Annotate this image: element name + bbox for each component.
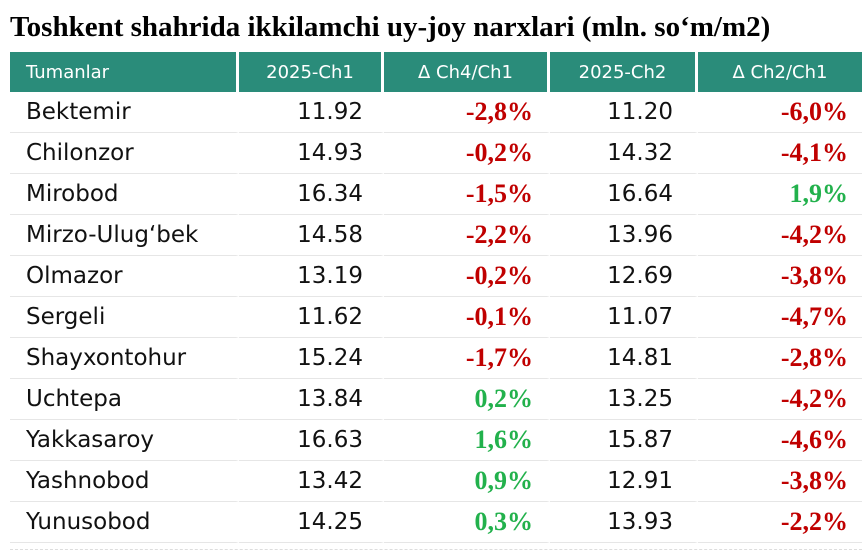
delta-ch2-ch1-cell: 1,9% (698, 174, 862, 215)
price-ch1-cell: 14.25 (239, 502, 384, 543)
delta-ch2-ch1-cell: -4,7% (698, 297, 862, 338)
price-ch2-cell: 12.91 (550, 461, 698, 502)
delta-ch4-ch1-cell: 0,3% (384, 502, 550, 543)
delta-ch4-ch1-cell: -2,8% (384, 92, 550, 133)
price-ch1-cell: 16.63 (239, 420, 384, 461)
price-ch2-cell: 12.69 (550, 256, 698, 297)
district-cell: Yakkasaroy (10, 420, 239, 461)
price-ch2-cell: 13.96 (550, 215, 698, 256)
price-ch1-cell: 11.62 (239, 297, 384, 338)
delta-ch4-ch1-cell: 1,6% (384, 420, 550, 461)
price-table: Tumanlar 2025-Ch1 Δ Ch4/Ch1 2025-Ch2 Δ C… (10, 52, 862, 543)
table-row: Mirobod 16.34 -1,5% 16.64 1,9% (10, 174, 862, 215)
delta-ch2-ch1-cell: -2,8% (698, 338, 862, 379)
price-ch2-cell: 11.07 (550, 297, 698, 338)
district-cell: Mirzo-Ulug‘bek (10, 215, 239, 256)
table-row: Uchtepa 13.84 0,2% 13.25 -4,2% (10, 379, 862, 420)
price-ch2-cell: 14.32 (550, 133, 698, 174)
table-row: Shayxontohur 15.24 -1,7% 14.81 -2,8% (10, 338, 862, 379)
price-ch1-cell: 13.19 (239, 256, 384, 297)
delta-ch4-ch1-cell: 0,2% (384, 379, 550, 420)
table-row: Yunusobod 14.25 0,3% 13.93 -2,2% (10, 502, 862, 543)
table-row: Bektemir 11.92 -2,8% 11.20 -6,0% (10, 92, 862, 133)
delta-ch4-ch1-cell: -0,2% (384, 256, 550, 297)
delta-ch4-ch1-cell: -1,5% (384, 174, 550, 215)
price-ch2-cell: 13.93 (550, 502, 698, 543)
district-cell: Shayxontohur (10, 338, 239, 379)
price-ch1-cell: 13.84 (239, 379, 384, 420)
price-ch1-cell: 14.58 (239, 215, 384, 256)
delta-ch4-ch1-cell: -0,1% (384, 297, 550, 338)
header-district: Tumanlar (10, 52, 239, 92)
bottom-divider (10, 549, 862, 550)
table-row: Sergeli 11.62 -0,1% 11.07 -4,7% (10, 297, 862, 338)
price-ch2-cell: 15.87 (550, 420, 698, 461)
price-ch2-cell: 11.20 (550, 92, 698, 133)
table-body: Bektemir 11.92 -2,8% 11.20 -6,0% Chilonzor 14.… (10, 92, 862, 543)
price-ch1-cell: 16.34 (239, 174, 384, 215)
price-ch2-cell: 16.64 (550, 174, 698, 215)
district-cell: Uchtepa (10, 379, 239, 420)
table-row: Olmazor 13.19 -0,2% 12.69 -3,8% (10, 256, 862, 297)
price-ch1-cell: 11.92 (239, 92, 384, 133)
header-2025-ch2: 2025-Ch2 (550, 52, 698, 92)
table-row: Yakkasaroy 16.63 1,6% 15.87 -4,6% (10, 420, 862, 461)
table-row: Yashnobod 13.42 0,9% 12.91 -3,8% (10, 461, 862, 502)
district-cell: Olmazor (10, 256, 239, 297)
district-cell: Bektemir (10, 92, 239, 133)
table-row: Chilonzor 14.93 -0,2% 14.32 -4,1% (10, 133, 862, 174)
delta-ch4-ch1-cell: -1,7% (384, 338, 550, 379)
delta-ch2-ch1-cell: -4,2% (698, 215, 862, 256)
delta-ch2-ch1-cell: -4,6% (698, 420, 862, 461)
delta-ch4-ch1-cell: -2,2% (384, 215, 550, 256)
district-cell: Yunusobod (10, 502, 239, 543)
district-cell: Chilonzor (10, 133, 239, 174)
district-cell: Mirobod (10, 174, 239, 215)
district-cell: Sergeli (10, 297, 239, 338)
delta-ch2-ch1-cell: -3,8% (698, 461, 862, 502)
table-title: Toshkent shahrida ikkilamchi uy-joy narx… (10, 11, 771, 43)
header-2025-ch1: 2025-Ch1 (239, 52, 384, 92)
price-ch1-cell: 15.24 (239, 338, 384, 379)
delta-ch2-ch1-cell: -2,2% (698, 502, 862, 543)
delta-ch2-ch1-cell: -4,1% (698, 133, 862, 174)
delta-ch4-ch1-cell: -0,2% (384, 133, 550, 174)
price-ch1-cell: 14.93 (239, 133, 384, 174)
price-ch1-cell: 13.42 (239, 461, 384, 502)
header-delta-ch4-ch1: Δ Ch4/Ch1 (384, 52, 550, 92)
delta-ch4-ch1-cell: 0,9% (384, 461, 550, 502)
delta-ch2-ch1-cell: -3,8% (698, 256, 862, 297)
delta-ch2-ch1-cell: -6,0% (698, 92, 862, 133)
header-row: Tumanlar 2025-Ch1 Δ Ch4/Ch1 2025-Ch2 Δ C… (10, 52, 862, 92)
table-row: Mirzo-Ulug‘bek 14.58 -2,2% 13.96 -4,2% (10, 215, 862, 256)
price-ch2-cell: 14.81 (550, 338, 698, 379)
delta-ch2-ch1-cell: -4,2% (698, 379, 862, 420)
price-ch2-cell: 13.25 (550, 379, 698, 420)
district-cell: Yashnobod (10, 461, 239, 502)
header-delta-ch2-ch1: Δ Ch2/Ch1 (698, 52, 862, 92)
